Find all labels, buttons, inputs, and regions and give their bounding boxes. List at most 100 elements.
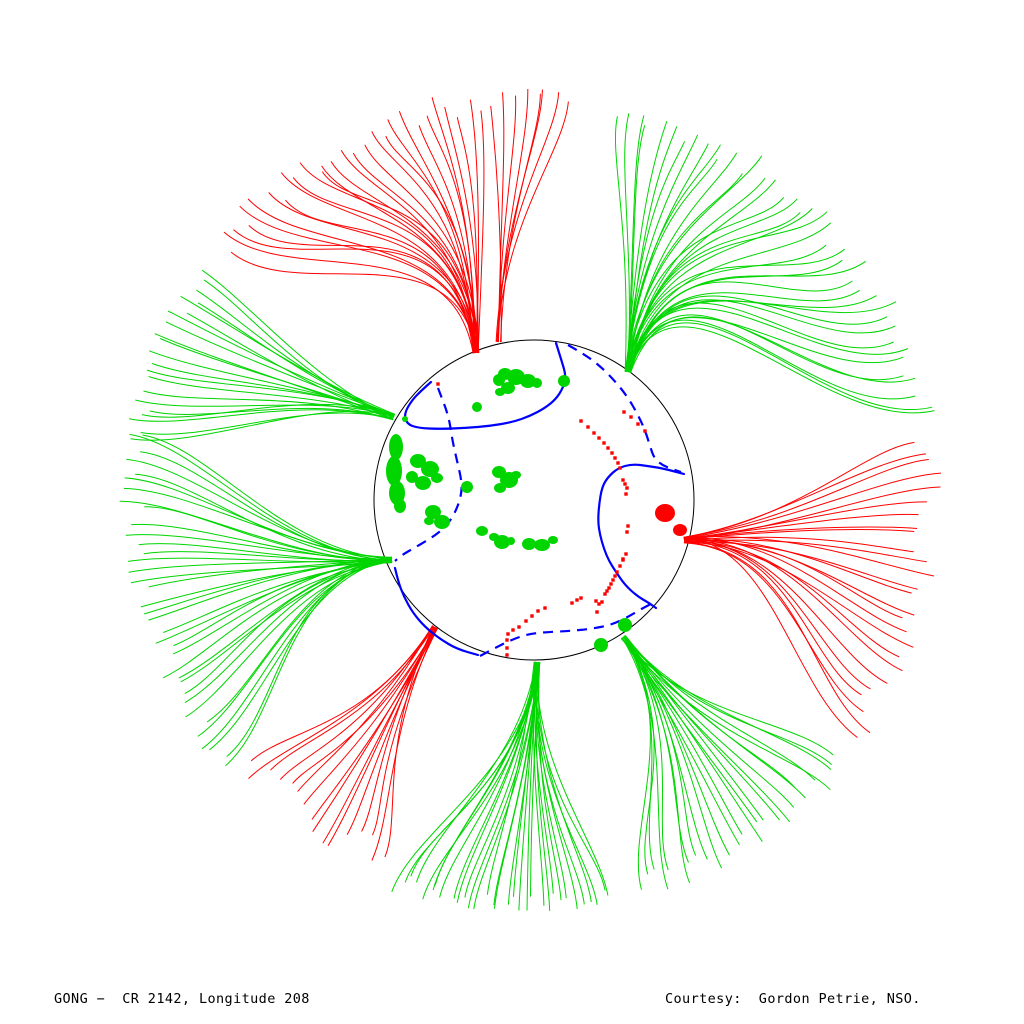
positive-flux-blob <box>522 538 536 550</box>
positive-flux-blob <box>425 505 441 519</box>
positive-flux-blob <box>410 454 426 468</box>
negative-flux-dot <box>436 382 440 386</box>
field-line <box>684 486 941 542</box>
negative-flux-dot <box>618 466 622 470</box>
field-line <box>623 636 655 870</box>
field-line <box>285 199 474 354</box>
field-line <box>143 390 394 421</box>
field-line <box>630 280 853 373</box>
negative-flux-dot <box>609 582 613 586</box>
field-line <box>371 627 438 836</box>
field-line-fan-red-top-main <box>223 97 485 354</box>
field-line <box>534 661 567 899</box>
field-line <box>456 117 478 354</box>
field-line <box>196 289 395 417</box>
negative-flux-dot <box>618 564 622 568</box>
field-line <box>683 542 864 713</box>
negative-flux-dot <box>625 530 629 534</box>
positive-flux-blob <box>618 618 632 632</box>
field-line <box>250 625 434 762</box>
field-line <box>203 279 394 420</box>
negative-flux-dot <box>575 598 579 602</box>
field-line <box>297 625 434 792</box>
field-line-fan-red-bottom-left <box>248 625 438 861</box>
negative-flux-dot <box>616 461 620 465</box>
field-line <box>683 536 914 553</box>
field-line <box>418 125 475 354</box>
field-line <box>683 539 888 684</box>
positive-flux-blob <box>386 456 402 486</box>
negative-flux-dot <box>506 632 510 636</box>
field-line <box>623 635 832 770</box>
field-line <box>371 131 474 354</box>
field-line <box>138 543 393 562</box>
field-line <box>495 92 560 342</box>
field-line <box>627 211 801 373</box>
field-line <box>624 635 708 860</box>
field-line <box>683 538 871 690</box>
field-line <box>391 662 541 892</box>
field-line <box>621 637 669 890</box>
field-line <box>625 211 828 372</box>
field-line <box>312 627 437 832</box>
field-line <box>530 662 541 897</box>
field-line <box>683 528 915 540</box>
solar-disk-limb <box>373 339 695 661</box>
field-line <box>431 97 475 354</box>
field-line <box>247 198 477 354</box>
positive-flux-blob <box>476 526 488 536</box>
field-line <box>683 541 914 648</box>
negative-flux-dot <box>602 441 606 445</box>
field-line <box>404 662 540 883</box>
positive-flux-blob <box>402 416 408 422</box>
neutral-line-dashed-3 <box>394 387 463 562</box>
field-line <box>683 536 935 577</box>
field-line <box>683 538 903 672</box>
field-line <box>311 628 438 820</box>
neutral-line-dashed-1 <box>567 344 682 474</box>
negative-flux-dot <box>579 596 583 600</box>
positive-flux-blob <box>534 539 550 551</box>
field-line <box>352 152 478 353</box>
field-line <box>201 269 394 418</box>
negative-flux-dot <box>505 646 509 650</box>
negative-flux-dot <box>505 653 509 657</box>
negative-flux-dot <box>613 456 617 460</box>
negative-flux-dot <box>605 589 609 593</box>
negative-flux-dot <box>615 570 619 574</box>
field-line <box>140 559 393 608</box>
field-line <box>248 225 476 354</box>
positive-flux-blob <box>415 476 431 490</box>
positive-flux-blob <box>532 378 542 388</box>
field-line <box>173 559 393 647</box>
negative-flux-dot <box>594 599 598 603</box>
field-line <box>683 501 927 540</box>
field-line <box>130 562 393 584</box>
field-line <box>371 627 437 861</box>
negative-flux-blob <box>655 504 675 522</box>
positive-flux-blob <box>494 483 506 493</box>
negative-flux-dot <box>595 610 599 614</box>
field-line <box>135 399 395 417</box>
field-line <box>627 322 933 410</box>
negative-flux-dot <box>626 524 630 528</box>
positive-flux-blob <box>421 461 439 477</box>
negative-flux-dot <box>623 482 627 486</box>
negative-flux-dot <box>530 614 534 618</box>
field-line <box>535 661 551 911</box>
field-line-fan-green-top-right <box>614 113 935 414</box>
field-line <box>624 155 763 372</box>
negative-flux-dot <box>613 574 617 578</box>
negative-flux-dot <box>579 419 583 423</box>
field-line <box>625 302 894 372</box>
field-line <box>322 627 438 844</box>
negative-flux-dot <box>570 601 574 605</box>
field-line <box>623 635 723 869</box>
field-line <box>223 231 474 354</box>
field-line <box>162 561 393 679</box>
negative-flux-dot <box>643 429 647 433</box>
field-line <box>149 407 394 420</box>
positive-flux-blob <box>495 388 505 396</box>
negative-flux-dot <box>622 410 626 414</box>
positive-flux-blob <box>520 374 536 388</box>
